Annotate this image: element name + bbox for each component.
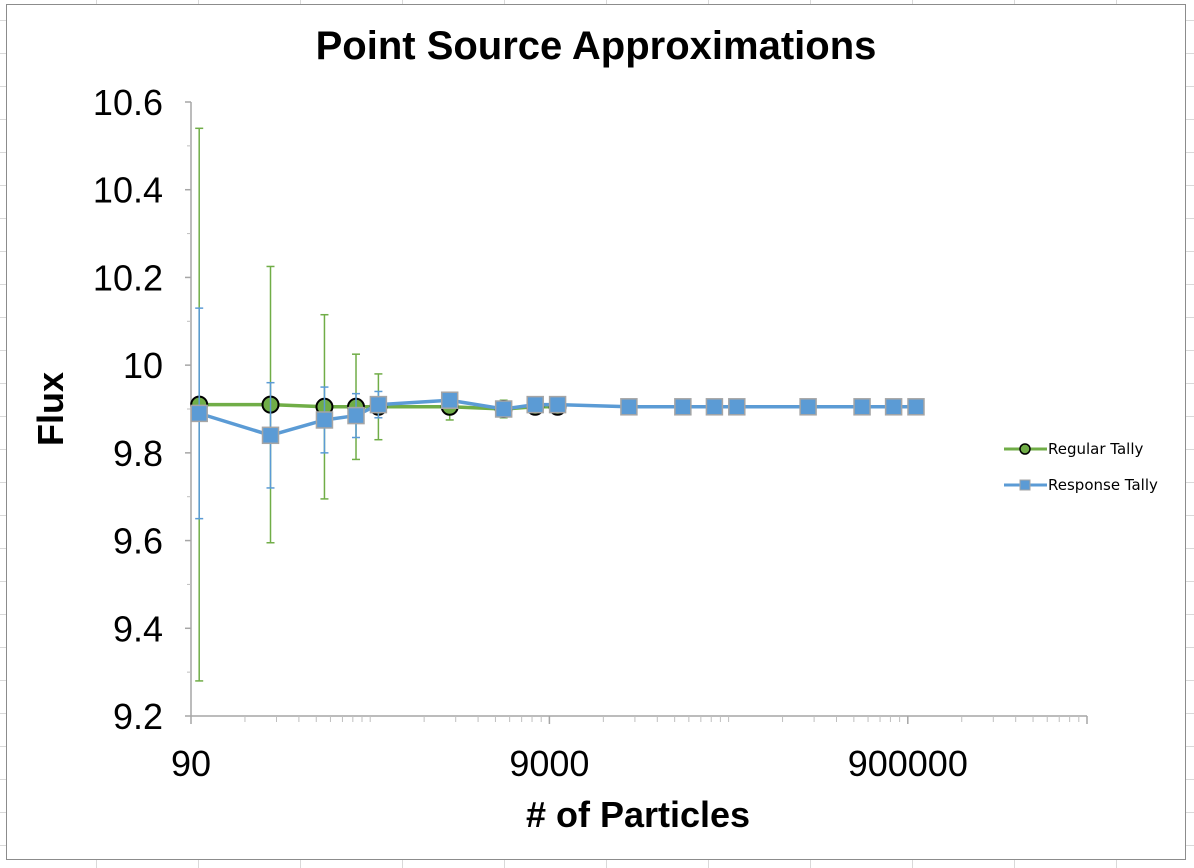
legend-label: Regular Tally bbox=[1048, 440, 1144, 458]
legend-label: Response Tally bbox=[1048, 476, 1158, 494]
series-response-tally bbox=[190, 307, 925, 520]
data-point bbox=[728, 398, 746, 416]
chart-title: Point Source Approximations bbox=[316, 24, 877, 68]
x-axis-title: # of Particles bbox=[526, 794, 750, 835]
data-point bbox=[884, 398, 903, 416]
data-point bbox=[347, 406, 365, 425]
x-tick-label: 9000 bbox=[509, 743, 589, 784]
legend-item: Response Tally bbox=[1004, 476, 1158, 494]
chart-area[interactable]: Point Source Approximations 9.2 9.4 9.6 9.8… bbox=[6, 4, 1186, 860]
plot-area: 9.2 9.4 9.6 9.8 10 10.2 10.4 10.6 90 9000 900000 bbox=[93, 82, 1088, 784]
y-axis-title: Flux bbox=[30, 372, 71, 446]
data-point bbox=[799, 398, 817, 416]
data-point bbox=[620, 398, 638, 416]
data-point bbox=[674, 398, 692, 416]
legend: Regular Tally Response Tally bbox=[1004, 440, 1158, 494]
y-axis-ticks: 9.2 9.4 9.6 9.8 10 10.2 10.4 10.6 bbox=[93, 82, 191, 737]
data-point bbox=[548, 395, 567, 414]
y-tick-label: 9.4 bbox=[113, 608, 163, 649]
data-point bbox=[369, 395, 388, 414]
x-tick-label: 90 bbox=[171, 743, 211, 784]
chart-svg: Point Source Approximations 9.2 9.4 9.6 9.8… bbox=[30, 24, 1158, 835]
y-tick-label: 9.6 bbox=[113, 521, 163, 562]
legend-swatch-marker bbox=[1019, 443, 1031, 455]
y-tick-label: 10 bbox=[123, 345, 163, 386]
y-tick-label: 10.2 bbox=[93, 257, 163, 298]
y-tick-label: 9.8 bbox=[113, 433, 163, 474]
x-tick-label: 900000 bbox=[848, 743, 968, 784]
legend-item: Regular Tally bbox=[1004, 440, 1144, 458]
series-layer bbox=[190, 127, 925, 682]
data-point bbox=[315, 411, 334, 429]
y-tick-label: 10.6 bbox=[93, 82, 163, 123]
data-point bbox=[907, 398, 925, 416]
data-point bbox=[494, 400, 513, 418]
data-point bbox=[261, 426, 280, 445]
y-tick-label: 10.4 bbox=[93, 170, 163, 211]
x-axis-ticks: 90 9000 900000 bbox=[171, 716, 1088, 784]
legend-swatch-marker bbox=[1019, 479, 1031, 491]
data-point bbox=[526, 395, 544, 414]
data-point bbox=[190, 404, 208, 423]
y-tick-label: 9.2 bbox=[113, 696, 163, 737]
data-point bbox=[440, 391, 459, 409]
data-point bbox=[853, 398, 871, 416]
data-point bbox=[705, 398, 724, 416]
